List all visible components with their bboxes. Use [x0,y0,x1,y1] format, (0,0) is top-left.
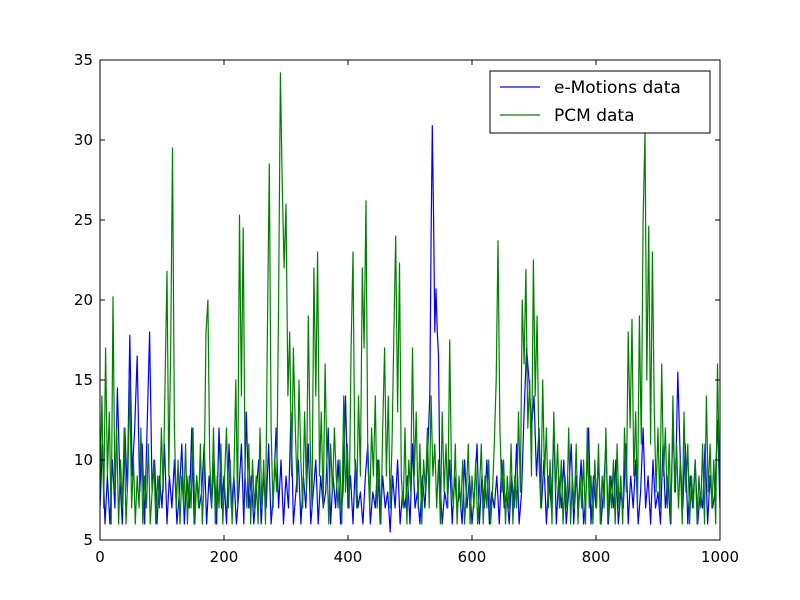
x-tick-label: 800 [582,548,611,566]
legend-label-e-motions: e-Motions data [554,78,681,98]
y-tick-label: 30 [74,131,93,149]
x-tick-label: 600 [458,548,487,566]
y-tick-label: 25 [74,211,93,229]
x-tick-label: 0 [95,548,105,566]
y-tick-label: 10 [74,451,93,469]
x-tick-label: 400 [334,548,363,566]
x-tick-label: 1000 [701,548,739,566]
legend-box [489,70,711,134]
y-tick-label: 15 [74,371,93,389]
y-tick-label: 35 [74,51,93,69]
y-tick-label: 5 [83,531,93,549]
legend-label-pcm: PCM data [554,106,634,126]
x-tick-label: 200 [210,548,239,566]
y-tick-label: 20 [74,291,93,309]
axis-ticks: 0 200 400 600 800 1000 5 10 15 20 25 30 35 [74,51,739,566]
series-layer [100,72,720,533]
series-line-1 [100,72,720,525]
series-line-0 [100,124,720,533]
legend: e-Motions data PCM data [489,70,711,134]
